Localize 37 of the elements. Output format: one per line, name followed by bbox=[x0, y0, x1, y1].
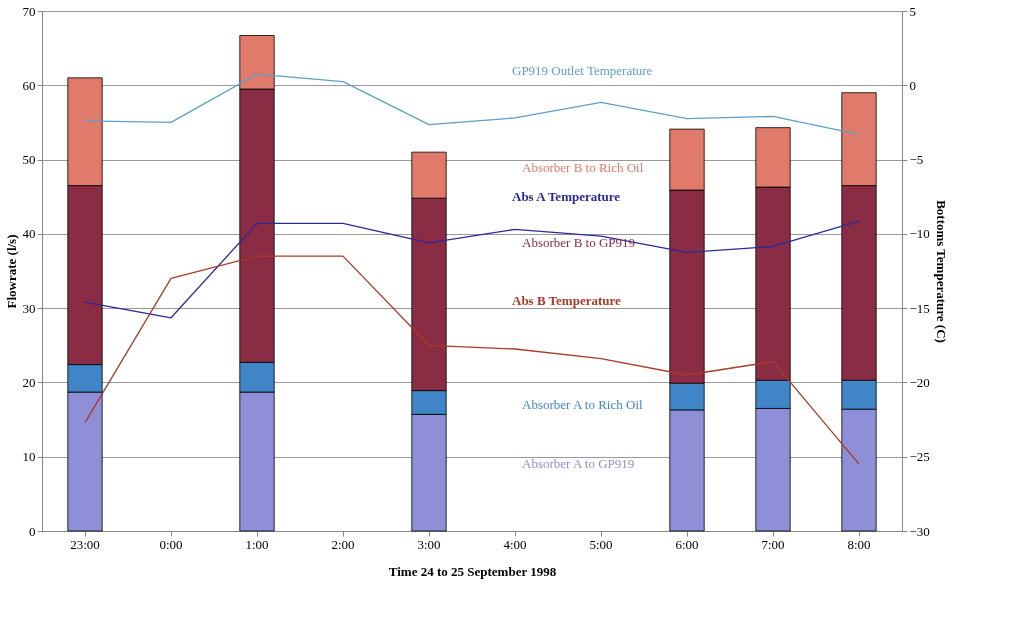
x-axis-title: Time 24 to 25 September 1998 bbox=[388, 563, 557, 579]
x-tick-label: 7:00 bbox=[761, 536, 785, 552]
line-series bbox=[84, 220, 860, 319]
y-tick-label: 60 bbox=[22, 77, 36, 93]
text: GP919 Outlet Temperature bbox=[512, 63, 653, 78]
x-tick-label: 1:00 bbox=[245, 536, 269, 552]
x-tick-label: 5:00 bbox=[589, 536, 613, 552]
x-tick-label: 6:00 bbox=[675, 536, 699, 552]
y-tick-label: 30 bbox=[22, 300, 36, 316]
y2-tick-label: −5 bbox=[909, 152, 924, 168]
y-tick-label: 70 bbox=[22, 3, 36, 19]
y2-tick-label: 0 bbox=[909, 77, 916, 93]
text: Absorber B to GP919 bbox=[522, 235, 636, 250]
text: Absorber A to GP919 bbox=[522, 456, 635, 471]
y2-tick-label: −10 bbox=[909, 226, 930, 242]
y-tick-label: 20 bbox=[22, 374, 36, 390]
x-tick-label: 3:00 bbox=[417, 536, 441, 552]
text: Absorber A to Rich Oil bbox=[522, 397, 643, 412]
y-axis-title: Flowrate (l/s) bbox=[3, 234, 19, 309]
y2-tick-label: −15 bbox=[909, 300, 930, 316]
x-tick-label: 23:00 bbox=[70, 536, 100, 552]
y-tick-label: 50 bbox=[22, 152, 36, 168]
y2-tick-label: 5 bbox=[909, 3, 916, 19]
x-tick-label: 8:00 bbox=[847, 536, 871, 552]
y-tick-label: 40 bbox=[22, 226, 36, 242]
x-tick-label: 2:00 bbox=[331, 536, 355, 552]
y2-tick-label: −30 bbox=[909, 523, 930, 539]
text: Abs B Temperature bbox=[512, 293, 622, 308]
y2-tick-label: −25 bbox=[909, 449, 930, 465]
series-label: Abs A Temperature bbox=[512, 189, 621, 204]
x-tick-label: 4:00 bbox=[503, 536, 527, 552]
y2-axis-title: Bottoms Temperature (C) bbox=[933, 200, 949, 343]
y2-tick-label: −20 bbox=[909, 374, 930, 390]
text: Absorber B to Rich Oil bbox=[522, 160, 644, 175]
y-tick-label: 0 bbox=[29, 523, 36, 539]
y-tick-label: 10 bbox=[22, 449, 36, 465]
x-tick-label: 0:00 bbox=[159, 536, 183, 552]
